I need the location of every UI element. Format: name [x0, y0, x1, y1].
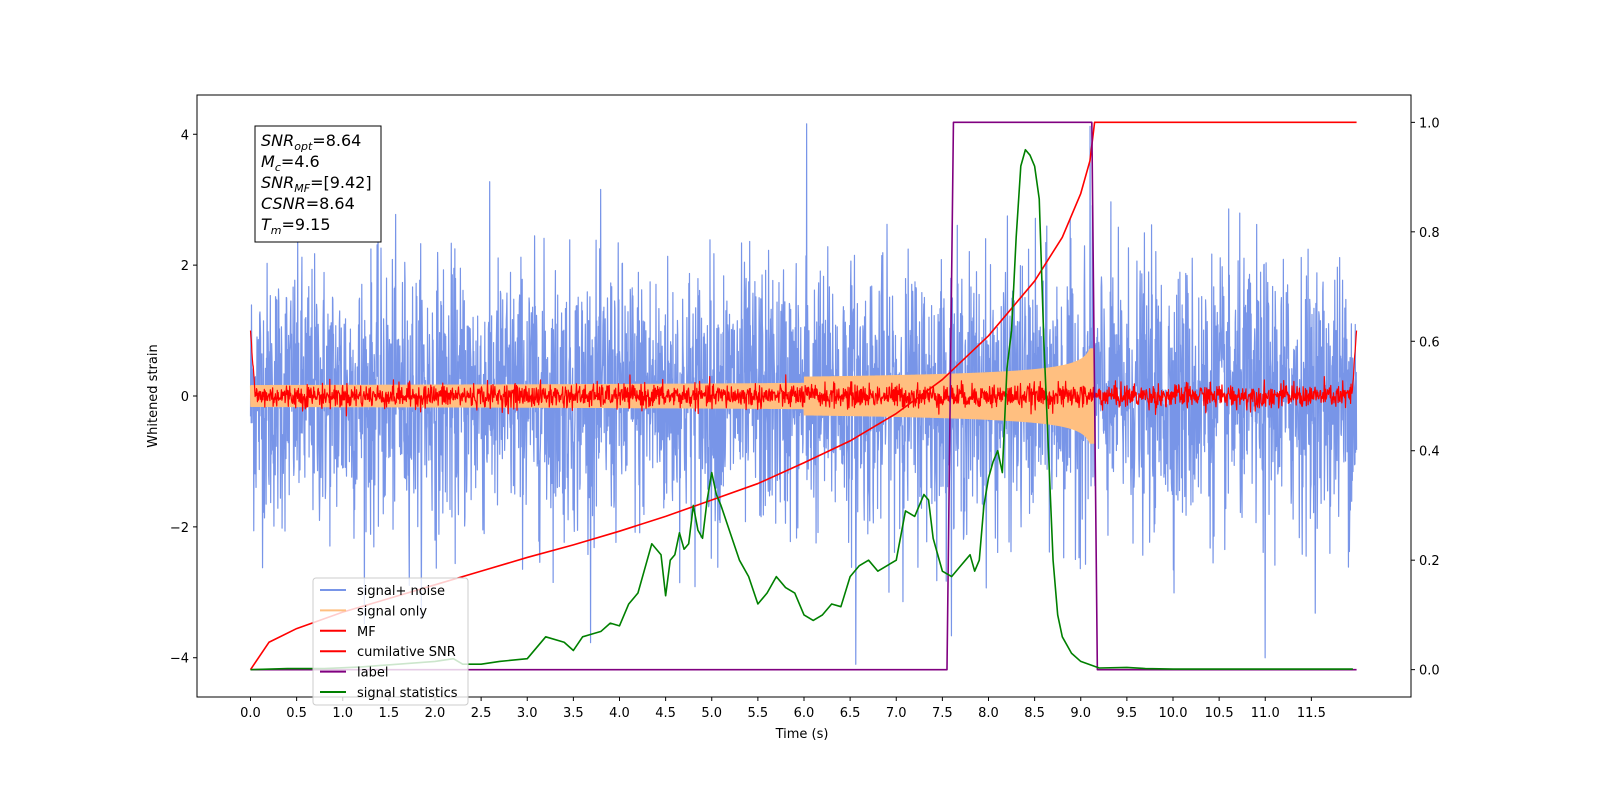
y-tick-label: −4 [170, 652, 189, 667]
annotation-line: SNRMF=[9.42] [261, 173, 372, 195]
x-tick-label: 10.5 [1205, 706, 1234, 721]
annotation-line: Tm=9.15 [261, 215, 331, 237]
legend-entry: signal only [357, 604, 427, 619]
x-axis: 0.0 0.5 1.0 1.5 2.0 2.5 3.0 3.5 4.0 4.5 5.0 5.5 6.0 6… [240, 697, 1326, 721]
legend-entry: label [357, 666, 388, 681]
x-tick-label: 7.0 [886, 706, 907, 721]
y2-tick-label: 0.4 [1419, 445, 1440, 460]
annotation-line: SNRopt=8.64 [261, 131, 361, 153]
y-tick-label: 4 [181, 128, 189, 143]
x-tick-label: 1.5 [379, 706, 400, 721]
y2-tick-label: 0.6 [1419, 335, 1440, 350]
x-tick-label: 11.5 [1297, 706, 1326, 721]
annotation-frame [254, 125, 382, 243]
x-tick-label: 0.5 [286, 706, 307, 721]
legend-entry: cumilative SNR [357, 645, 456, 660]
x-tick-label: 0.0 [240, 706, 261, 721]
x-tick-label: 11.0 [1251, 706, 1280, 721]
legend-entry: MF [357, 625, 376, 640]
x-tick-label: 4.5 [655, 706, 676, 721]
annotation-line: CSNR=8.64 [261, 194, 355, 213]
x-tick-label: 5.0 [701, 706, 722, 721]
x-tick-label: 5.5 [748, 706, 769, 721]
x-tick-label: 6.5 [840, 706, 861, 721]
x-tick-label: 2.0 [425, 706, 446, 721]
legend-entry: signal+ noise [357, 584, 445, 599]
series-signal-noise-line [249, 123, 1358, 665]
x-tick-label: 3.0 [517, 706, 538, 721]
x-tick-label: 8.5 [1024, 706, 1045, 721]
x-tick-label: 1.0 [332, 706, 353, 721]
y-axis-label: Whitened strain [146, 344, 161, 447]
y-tick-label: 2 [181, 259, 189, 274]
annotation-line: Mc=4.6 [261, 152, 320, 174]
x-tick-label: 4.0 [609, 706, 630, 721]
y-axis-right: 0.0 0.2 0.4 0.6 0.8 1.0 [1411, 116, 1440, 679]
y2-tick-label: 0.0 [1419, 664, 1440, 679]
x-tick-label: 9.0 [1070, 706, 1091, 721]
series-mf-line [249, 330, 1358, 417]
x-tick-label: 8.0 [978, 706, 999, 721]
series-signal-statistics-line [250, 148, 1353, 671]
x-tick-label: 3.5 [563, 706, 584, 721]
y-axis-left: −4 −2 0 2 4 [170, 128, 197, 667]
legend: signal+ noise signal only MF cumilative SNR… [312, 577, 469, 706]
x-tick-label: 10.0 [1159, 706, 1188, 721]
legend-frame [312, 577, 469, 706]
y-tick-label: −2 [170, 521, 189, 536]
x-tick-label: 7.5 [932, 706, 953, 721]
y-tick-label: 0 [181, 390, 189, 405]
x-tick-label: 6.0 [794, 706, 815, 721]
x-tick-label: 9.5 [1117, 706, 1138, 721]
x-tick-label: 2.5 [471, 706, 492, 721]
y2-tick-label: 1.0 [1419, 116, 1440, 131]
x-axis-label: Time (s) [775, 727, 829, 742]
legend-entry: signal statistics [357, 686, 458, 701]
y2-tick-label: 0.8 [1419, 226, 1440, 241]
y2-tick-label: 0.2 [1419, 554, 1440, 569]
series-label-line [250, 121, 1357, 671]
